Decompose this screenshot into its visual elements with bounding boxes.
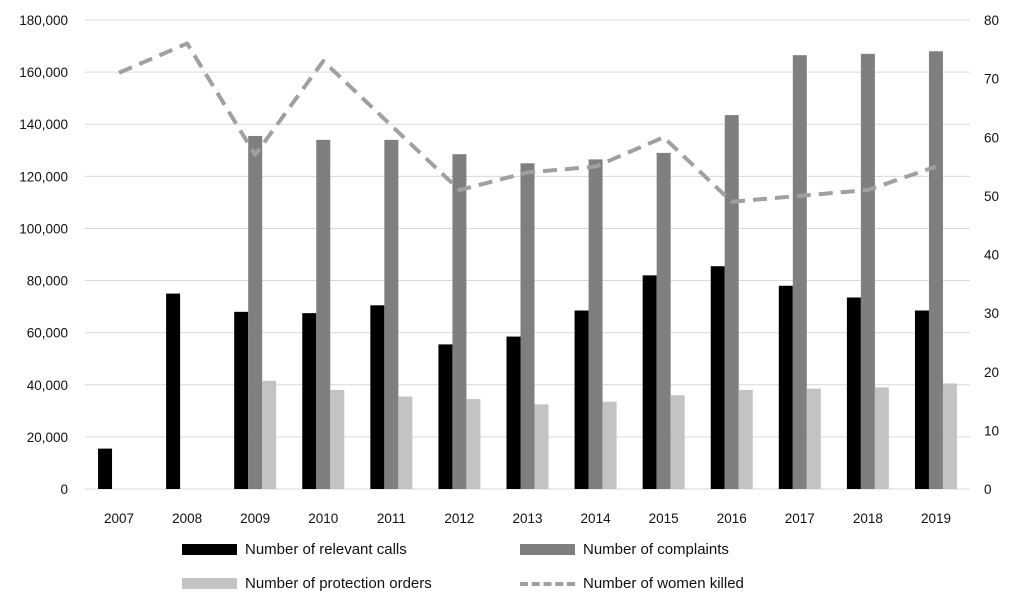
x-tick-label: 2009 xyxy=(240,511,270,526)
bar-number-of-protection-orders xyxy=(466,399,481,489)
y-right-tick-label: 30 xyxy=(984,306,999,321)
bar-number-of-relevant-calls xyxy=(234,311,249,489)
bar-number-of-complaints xyxy=(860,53,875,489)
bar-number-of-protection-orders xyxy=(398,396,413,489)
x-tick-label: 2012 xyxy=(444,511,474,526)
bar-number-of-protection-orders xyxy=(330,389,345,489)
y-left-tick-label: 120,000 xyxy=(19,169,68,184)
bar-number-of-protection-orders xyxy=(262,380,277,489)
bar-number-of-relevant-calls xyxy=(506,336,521,489)
bar-number-of-complaints xyxy=(656,152,671,489)
x-tick-label: 2019 xyxy=(921,511,951,526)
y-right-tick-label: 80 xyxy=(984,13,999,28)
x-tick-label: 2011 xyxy=(377,511,406,526)
bar-number-of-protection-orders xyxy=(874,387,889,489)
bar-number-of-relevant-calls xyxy=(166,293,181,489)
y-left-tick-label: 100,000 xyxy=(19,221,68,236)
y-right-tick-label: 10 xyxy=(984,423,999,438)
y-left-tick-label: 0 xyxy=(60,482,68,497)
bar-number-of-relevant-calls xyxy=(778,285,793,489)
bar-number-of-complaints xyxy=(384,139,399,489)
bar-number-of-relevant-calls xyxy=(914,310,929,489)
bar-number-of-protection-orders xyxy=(602,401,617,489)
x-tick-label: 2013 xyxy=(512,511,542,526)
x-tick-label: 2015 xyxy=(649,511,679,526)
line-number-of-women-killed xyxy=(118,41,937,204)
y-right-tick-label: 70 xyxy=(984,72,999,87)
y-left-tick-label: 80,000 xyxy=(27,274,68,289)
bar-number-of-relevant-calls xyxy=(370,305,385,489)
y-right-tick-label: 20 xyxy=(984,365,999,380)
bar-number-of-complaints xyxy=(248,135,263,490)
bar-number-of-relevant-calls xyxy=(438,344,453,489)
bar-number-of-protection-orders xyxy=(942,383,957,489)
x-tick-label: 2014 xyxy=(581,511,612,526)
bar-number-of-complaints xyxy=(928,51,943,490)
bar-number-of-complaints xyxy=(316,139,331,489)
bar-number-of-relevant-calls xyxy=(574,310,589,489)
bar-number-of-protection-orders xyxy=(806,388,821,489)
bar-number-of-relevant-calls xyxy=(642,275,657,489)
y-right-tick-label: 60 xyxy=(984,130,999,145)
x-tick-label: 2010 xyxy=(308,511,338,526)
bar-number-of-complaints xyxy=(792,55,807,490)
y-left-tick-label: 60,000 xyxy=(27,326,68,341)
x-tick-label: 2018 xyxy=(853,511,883,526)
x-tick-label: 2016 xyxy=(717,511,747,526)
bar-number-of-relevant-calls xyxy=(302,313,317,489)
bar-number-of-protection-orders xyxy=(670,395,685,489)
bar-number-of-relevant-calls xyxy=(98,448,113,489)
bar-number-of-protection-orders xyxy=(738,389,753,489)
bar-number-of-complaints xyxy=(724,115,739,489)
y-left-tick-label: 140,000 xyxy=(19,117,68,132)
bar-number-of-relevant-calls xyxy=(710,266,725,489)
x-tick-label: 2007 xyxy=(104,511,134,526)
bar-number-of-complaints xyxy=(588,159,603,489)
y-left-tick-label: 160,000 xyxy=(19,65,68,80)
bar-number-of-protection-orders xyxy=(534,404,549,489)
bar-number-of-complaints xyxy=(520,163,535,490)
x-tick-label: 2017 xyxy=(785,511,815,526)
y-right-tick-label: 40 xyxy=(984,248,999,263)
bar-number-of-complaints xyxy=(452,154,467,490)
x-tick-label: 2008 xyxy=(172,511,202,526)
bar-number-of-relevant-calls xyxy=(846,297,861,489)
y-right-tick-label: 50 xyxy=(984,189,999,204)
y-left-tick-label: 40,000 xyxy=(27,378,68,393)
y-right-tick-label: 0 xyxy=(984,482,992,497)
y-left-tick-label: 20,000 xyxy=(27,430,68,445)
y-left-tick-label: 180,000 xyxy=(19,13,68,28)
